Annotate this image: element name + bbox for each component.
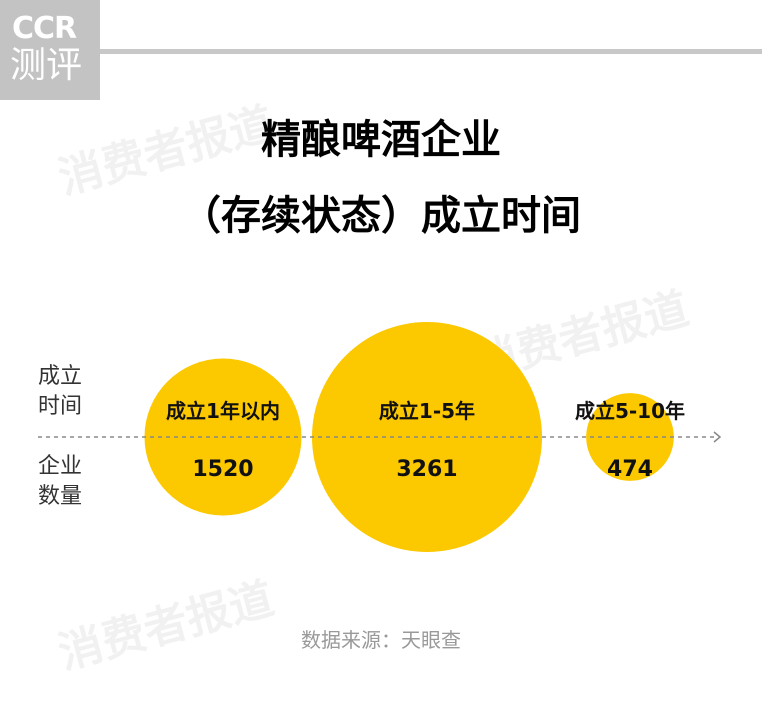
row-label-count-line2: 数量	[38, 484, 83, 509]
logo-text-en: CCR	[12, 11, 77, 46]
row-label-time-line2: 时间	[38, 394, 83, 419]
row-label-time: 成立 时间	[38, 362, 88, 422]
row-label-count-line1: 企业	[38, 454, 83, 479]
value-label: 474	[607, 457, 653, 482]
data-source: 数据来源：天眼查	[301, 628, 461, 652]
category-label: 成立5-10年	[575, 399, 685, 423]
axis-arrow-icon	[713, 431, 722, 443]
header-divider	[100, 49, 762, 54]
bubble-1	[312, 322, 542, 552]
category-label: 成立1年以内	[166, 399, 280, 423]
row-label-time-line1: 成立	[38, 364, 83, 389]
logo-text-cn: 测评	[10, 45, 83, 86]
value-label: 3261	[396, 457, 457, 482]
chart-title-line2: （存续状态）成立时间	[181, 193, 581, 239]
chart-title-line1: 精酿啤酒企业	[261, 117, 501, 163]
row-label-count: 企业 数量	[38, 452, 88, 512]
value-label: 1520	[192, 457, 253, 482]
category-label: 成立1-5年	[379, 399, 475, 423]
ccr-logo: CCR 测评	[0, 0, 100, 100]
